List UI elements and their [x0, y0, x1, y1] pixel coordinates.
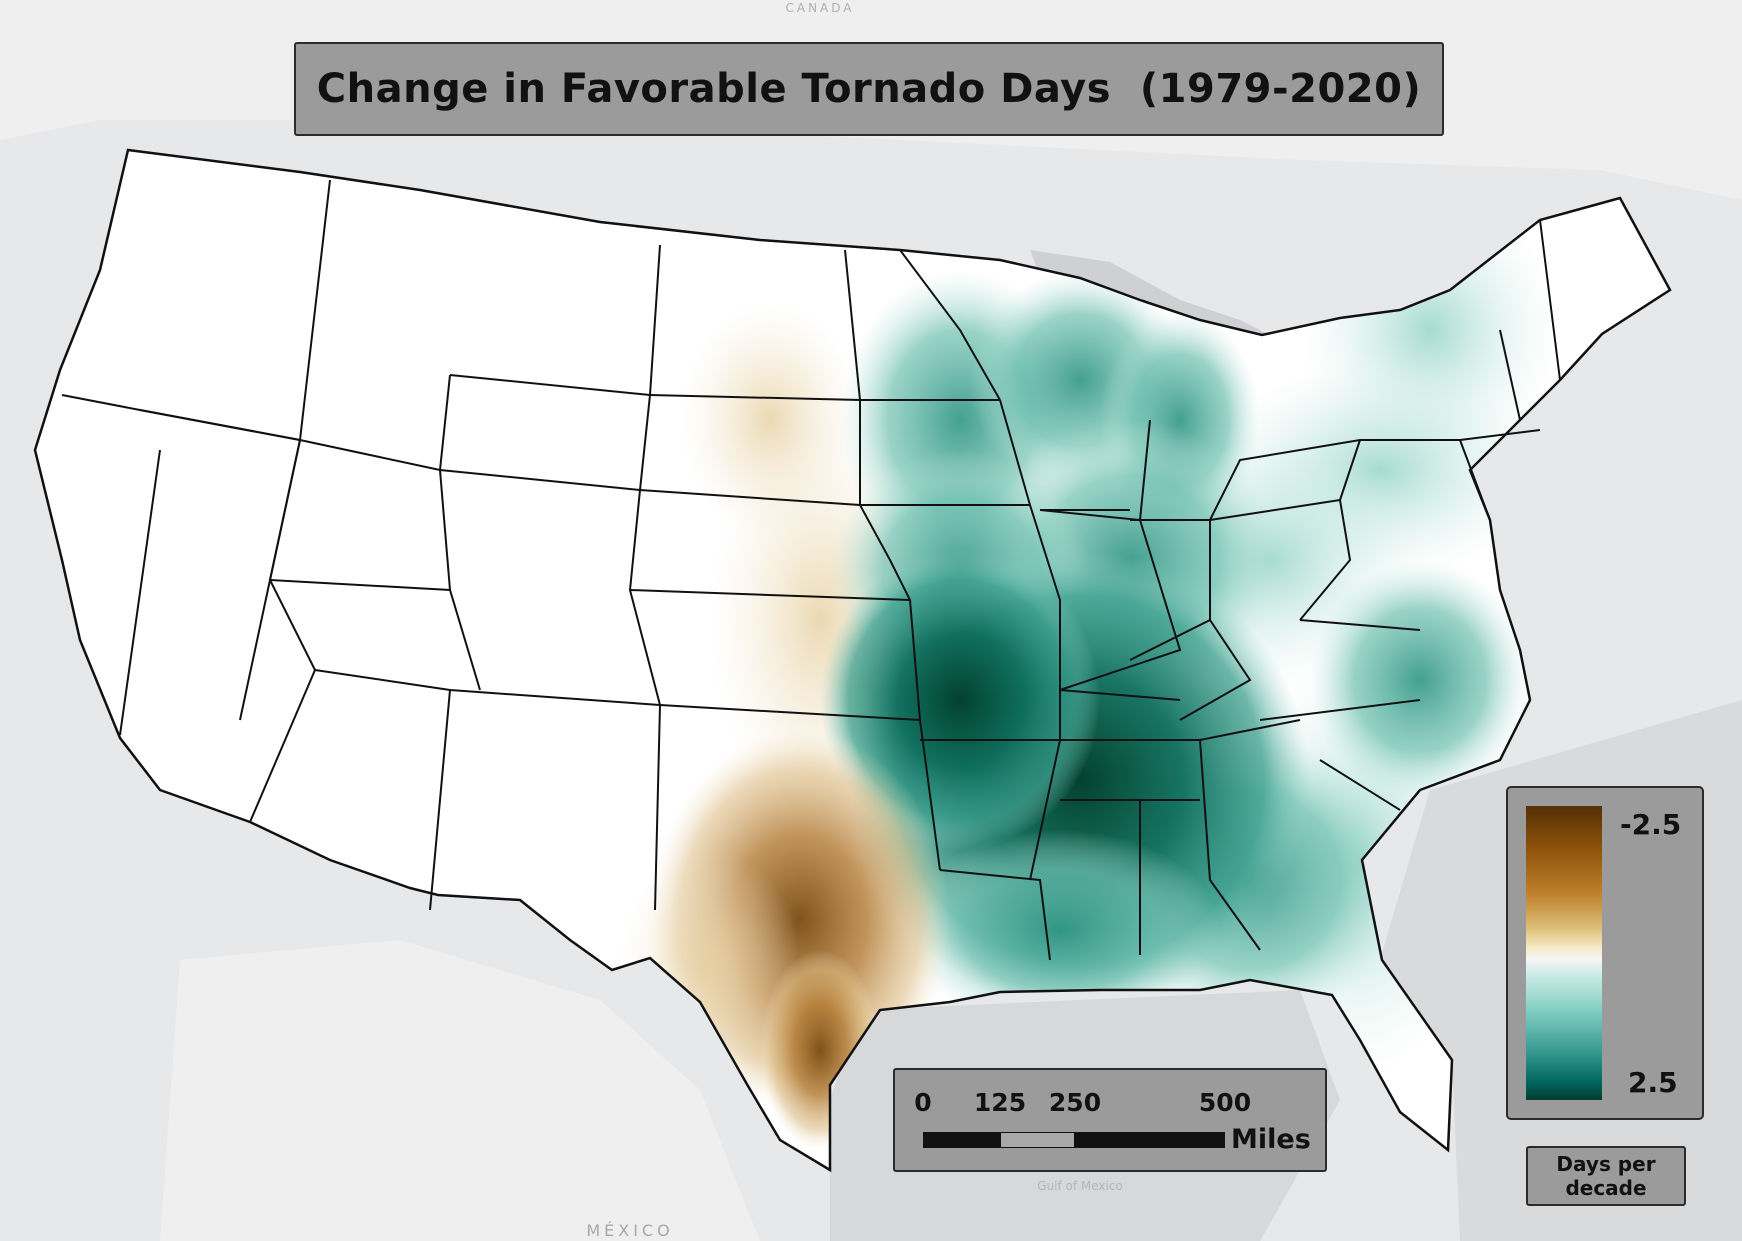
legend-min-label: 2.5	[1628, 1066, 1678, 1099]
scale-tick-500: 500	[1198, 1088, 1252, 1117]
map-title: Change in Favorable Tornado Days (1979-2…	[316, 66, 1422, 112]
legend-color-ramp	[1526, 806, 1602, 1100]
state-boundaries	[33, 148, 1672, 1173]
mexico-land	[160, 940, 760, 1241]
units-line-1: Days per	[1556, 1152, 1656, 1176]
scale-tick-125: 125	[973, 1088, 1027, 1117]
scale-segment-3	[1075, 1132, 1225, 1148]
scale-segment-2	[1000, 1132, 1075, 1148]
gulf-label: Gulf of Mexico	[1037, 1179, 1123, 1193]
scale-tick-0: 0	[914, 1088, 932, 1117]
scale-bar: 0 125 250 500 Miles	[893, 1068, 1327, 1172]
legend: -2.5 2.5	[1506, 786, 1704, 1120]
legend-max-label: -2.5	[1620, 808, 1682, 841]
legend-units: Days per decade	[1526, 1146, 1686, 1206]
mexico-label: MÉXICO	[586, 1221, 673, 1240]
canada-label: CANADA	[785, 1, 854, 15]
scale-segment-1	[923, 1132, 1000, 1148]
units-line-2: decade	[1565, 1176, 1647, 1200]
map-title-box: Change in Favorable Tornado Days (1979-2…	[294, 42, 1444, 136]
scale-tick-250: 250	[1048, 1088, 1102, 1117]
scale-unit: Miles	[1231, 1124, 1311, 1155]
